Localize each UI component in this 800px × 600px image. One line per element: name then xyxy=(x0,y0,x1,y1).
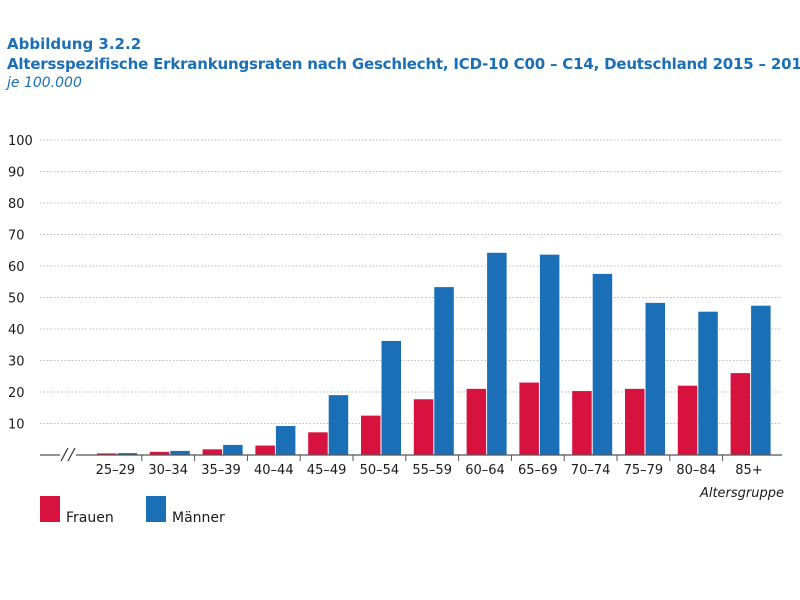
bar-maenner-2 xyxy=(223,444,243,455)
y-tick-label: 40 xyxy=(8,323,25,338)
y-tick-label: 90 xyxy=(8,166,25,181)
x-tick-label: 50–54 xyxy=(360,463,400,478)
x-axis xyxy=(40,447,782,463)
bar-maenner-11 xyxy=(698,311,718,455)
y-tick-label: 10 xyxy=(8,418,25,433)
bar-maenner-8 xyxy=(539,254,560,455)
y-axis-ticks: 100 90 80 70 60 50 40 30 20 10 xyxy=(8,134,33,433)
y-tick-label: 30 xyxy=(8,355,25,370)
bar-maenner-0 xyxy=(117,453,137,455)
chart-header: Abbildung 3.2.2 Altersspezifische Erkran… xyxy=(7,34,800,92)
bar-frauen-0 xyxy=(97,453,117,455)
bar-frauen-6 xyxy=(413,399,434,455)
bar-frauen-3 xyxy=(255,445,275,455)
x-tick-label: 80–84 xyxy=(676,463,716,478)
bar-maenner-4 xyxy=(328,395,349,455)
bar-frauen-8 xyxy=(519,382,539,455)
y-tick-label: 20 xyxy=(8,386,25,401)
y-tick-label: 60 xyxy=(8,260,25,275)
axis-break xyxy=(60,447,76,463)
x-tick-label: 35–39 xyxy=(201,463,241,478)
bar-frauen-9 xyxy=(572,391,592,455)
legend-label: Männer xyxy=(172,510,225,526)
bar-frauen-2 xyxy=(202,449,223,455)
bar-maenner-6 xyxy=(434,287,454,455)
bar-maenner-5 xyxy=(381,340,401,455)
y-tick-label: 100 xyxy=(8,134,33,149)
bar-maenner-1 xyxy=(170,450,190,455)
x-tick-label: 55–59 xyxy=(412,463,452,478)
x-tick-label: 70–74 xyxy=(571,463,611,478)
x-tick-label: 85+ xyxy=(735,463,762,478)
gridlines xyxy=(40,139,782,424)
bars xyxy=(97,252,771,455)
x-axis-label: Altersgruppe xyxy=(699,486,784,501)
bar-frauen-1 xyxy=(149,451,170,455)
x-tick-label: 60–64 xyxy=(465,463,505,478)
legend-item-maenner: Männer xyxy=(146,496,225,526)
legend-swatch xyxy=(40,496,60,522)
chart-subtitle: je 100.000 xyxy=(7,75,82,91)
x-tick-label: 30–34 xyxy=(148,463,188,478)
bar-maenner-9 xyxy=(592,273,613,455)
figure-label: Abbildung 3.2.2 xyxy=(7,35,142,53)
legend-swatch xyxy=(146,496,166,522)
chart-title: Altersspezifische Erkrankungsraten nach … xyxy=(7,55,800,73)
bar-frauen-7 xyxy=(466,388,487,455)
bar-frauen-11 xyxy=(677,385,698,455)
legend-item-frauen: Frauen xyxy=(40,496,114,526)
y-tick-label: 80 xyxy=(8,197,25,212)
x-axis-ticks: 25–29 30–34 35–39 40–44 45–49 50–54 55–59 60–64… xyxy=(96,463,763,478)
bar-frauen-12 xyxy=(730,373,751,455)
legend: Frauen Männer xyxy=(40,496,225,526)
legend-label: Frauen xyxy=(66,510,114,526)
bar-maenner-12 xyxy=(751,305,771,455)
x-tick-label: 45–49 xyxy=(307,463,347,478)
y-tick-label: 50 xyxy=(8,292,25,307)
x-tick-label: 25–29 xyxy=(96,463,136,478)
bar-frauen-5 xyxy=(361,415,381,455)
bar-frauen-4 xyxy=(308,432,328,455)
x-tick-label: 65–69 xyxy=(518,463,558,478)
y-tick-label: 70 xyxy=(8,229,25,244)
bar-maenner-7 xyxy=(487,252,507,455)
bar-frauen-10 xyxy=(625,388,645,455)
x-tick-label: 40–44 xyxy=(254,463,294,478)
bar-maenner-10 xyxy=(645,302,665,455)
bar-maenner-3 xyxy=(275,426,296,455)
x-tick-label: 75–79 xyxy=(624,463,664,478)
